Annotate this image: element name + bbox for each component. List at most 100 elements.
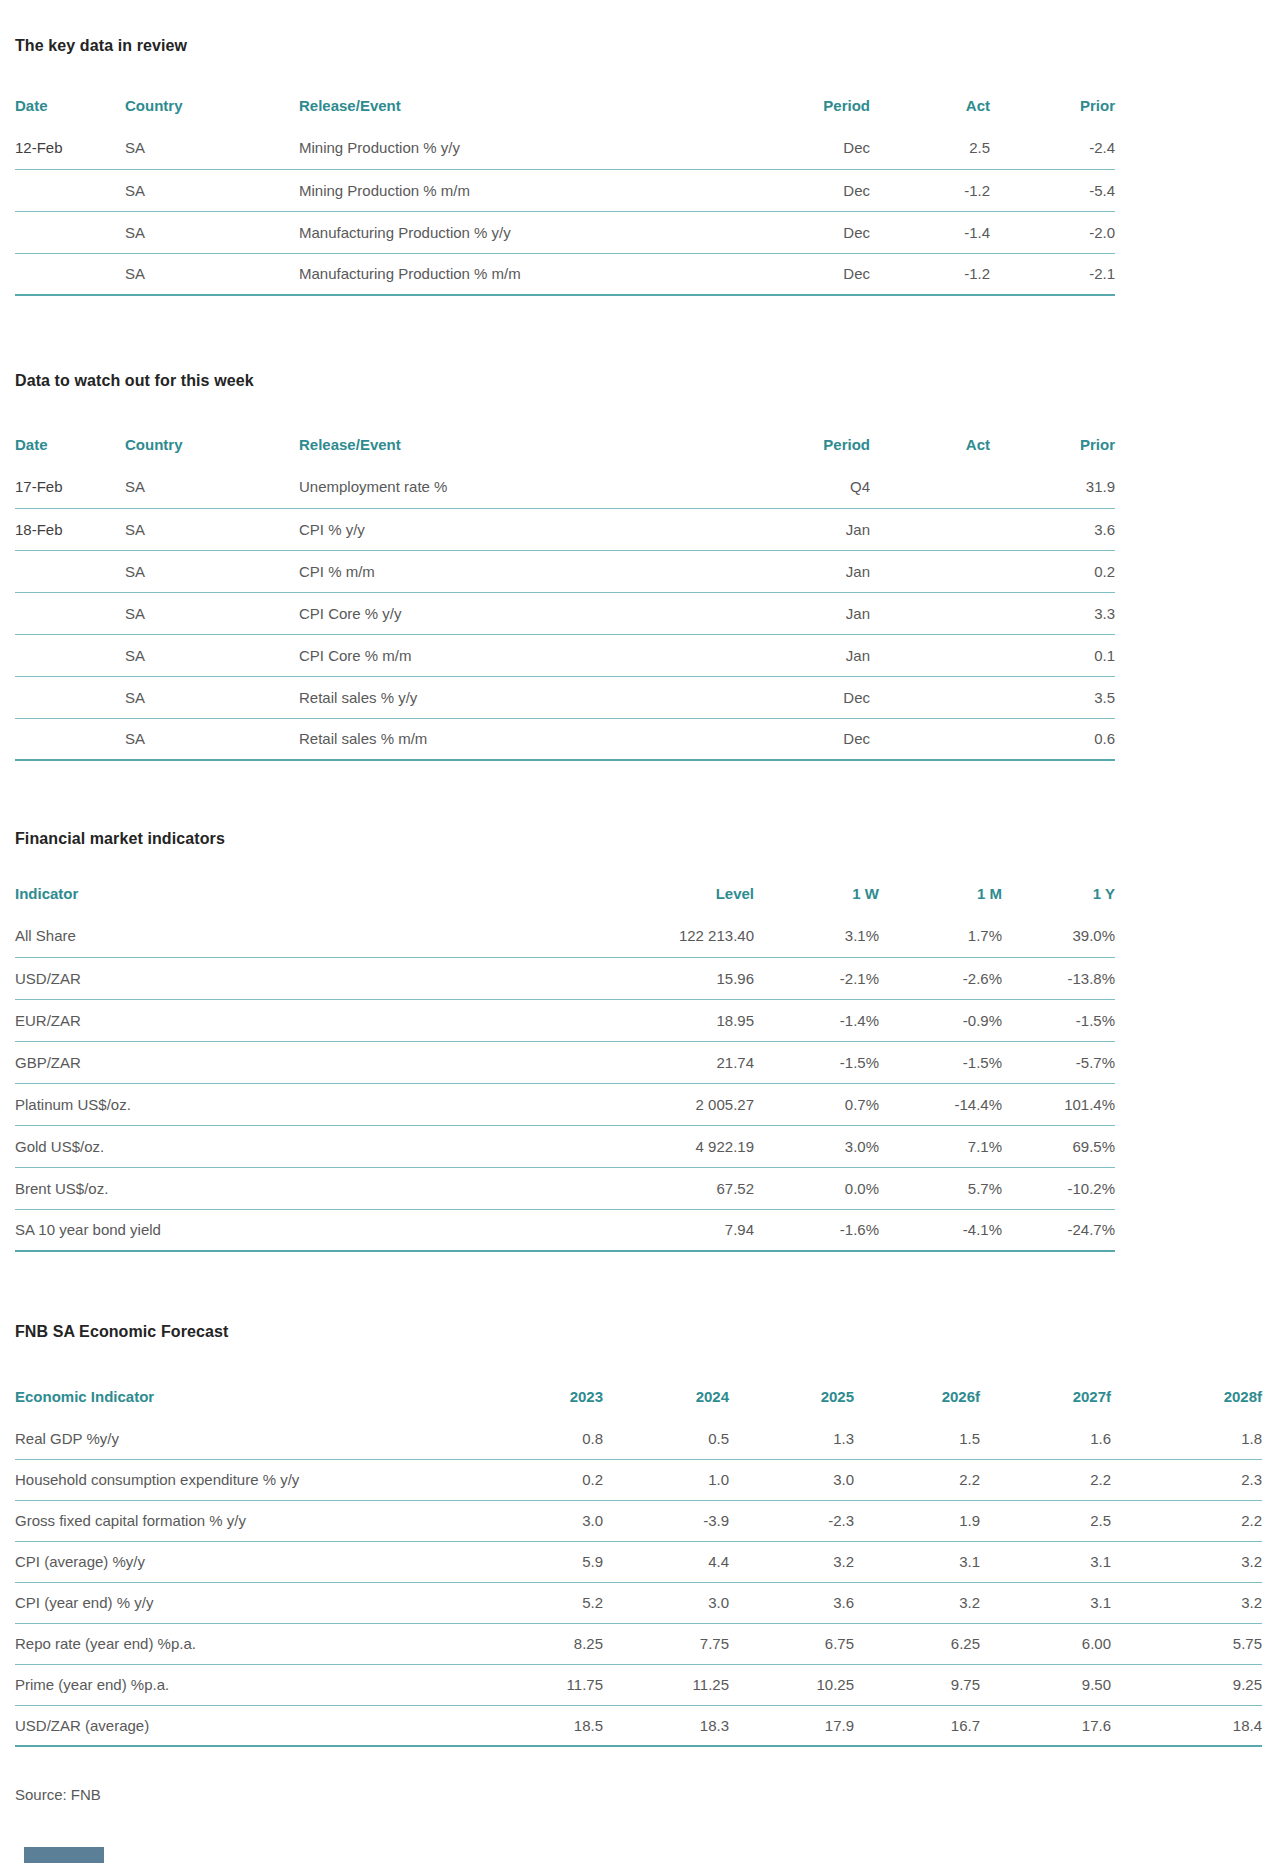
cell: All Share <box>15 915 635 957</box>
header-row: DateCountryRelease/EventPeriodActPrior <box>15 83 1115 127</box>
cell: -1.5% <box>879 1041 1002 1083</box>
cell: 3.0 <box>603 1582 729 1623</box>
cell: 3.1 <box>980 1582 1111 1623</box>
cell: 5.9 <box>455 1541 603 1582</box>
cell: 2.5 <box>870 127 990 169</box>
cell: -2.4 <box>990 127 1115 169</box>
column-header: 1 W <box>754 871 879 915</box>
column-header: Indicator <box>15 871 635 915</box>
cell: Dec <box>629 253 870 295</box>
cell: 18.4 <box>1111 1705 1262 1746</box>
cell: 9.25 <box>1111 1664 1262 1705</box>
cell: -13.8% <box>1002 957 1115 999</box>
cell: 2.5 <box>980 1500 1111 1541</box>
cell <box>15 592 125 634</box>
header-row: IndicatorLevel1 W1 M1 Y <box>15 871 1115 915</box>
cell: 1.9 <box>854 1500 980 1541</box>
cell: -5.4 <box>990 169 1115 211</box>
cell: SA <box>125 211 299 253</box>
cell: -2.0 <box>990 211 1115 253</box>
cell: 0.5 <box>603 1418 729 1459</box>
cell: SA <box>125 508 299 550</box>
cell: 3.2 <box>1111 1582 1262 1623</box>
column-header: 2024 <box>603 1374 729 1418</box>
table-row: SACPI % m/mJan0.2 <box>15 550 1115 592</box>
cell: -14.4% <box>879 1083 1002 1125</box>
cell <box>15 634 125 676</box>
cell: -0.9% <box>879 999 1002 1041</box>
cell: 69.5% <box>1002 1125 1115 1167</box>
key-data-table: DateCountryRelease/EventPeriodActPrior12… <box>15 83 1115 296</box>
cell: CPI % y/y <box>299 508 629 550</box>
cell: Prime (year end) %p.a. <box>15 1664 455 1705</box>
cell: SA <box>125 592 299 634</box>
table-row: GBP/ZAR21.74-1.5%-1.5%-5.7% <box>15 1041 1115 1083</box>
cell: 7.94 <box>635 1209 754 1251</box>
cell: 1.0 <box>603 1459 729 1500</box>
cell: 9.50 <box>980 1664 1111 1705</box>
cell: 3.6 <box>990 508 1115 550</box>
column-header: Date <box>15 422 125 466</box>
cell: 18.95 <box>635 999 754 1041</box>
cell <box>870 676 990 718</box>
table-row: SARetail sales % m/mDec0.6 <box>15 718 1115 760</box>
table-row: SACPI Core % m/mJan0.1 <box>15 634 1115 676</box>
cell: 8.25 <box>455 1623 603 1664</box>
section-title-watch: Data to watch out for this week <box>15 371 1280 390</box>
cell: CPI (average) %y/y <box>15 1541 455 1582</box>
cell: 9.75 <box>854 1664 980 1705</box>
table-row: SARetail sales % y/yDec3.5 <box>15 676 1115 718</box>
cell: 31.9 <box>990 466 1115 508</box>
table-row: USD/ZAR15.96-2.1%-2.6%-13.8% <box>15 957 1115 999</box>
cell: -3.9 <box>603 1500 729 1541</box>
column-header: 2027f <box>980 1374 1111 1418</box>
cell: 3.2 <box>854 1582 980 1623</box>
column-header: 2025 <box>729 1374 854 1418</box>
cell <box>15 550 125 592</box>
cell: Dec <box>629 127 870 169</box>
cell: SA <box>125 466 299 508</box>
cell: 17.6 <box>980 1705 1111 1746</box>
cell: Gross fixed capital formation % y/y <box>15 1500 455 1541</box>
cell: -10.2% <box>1002 1167 1115 1209</box>
table-row: SAManufacturing Production % y/yDec-1.4-… <box>15 211 1115 253</box>
column-header: Economic Indicator <box>15 1374 455 1418</box>
report-page: The key data in review DateCountryReleas… <box>0 0 1280 1863</box>
cell: -2.1% <box>754 957 879 999</box>
cell: 1.3 <box>729 1418 854 1459</box>
cell: CPI (year end) % y/y <box>15 1582 455 1623</box>
table-row: Platinum US$/oz.2 005.270.7%-14.4%101.4% <box>15 1083 1115 1125</box>
cell: 18.5 <box>455 1705 603 1746</box>
cell: SA 10 year bond yield <box>15 1209 635 1251</box>
cell: 16.7 <box>854 1705 980 1746</box>
cell: 0.7% <box>754 1083 879 1125</box>
cell: Dec <box>629 676 870 718</box>
forecast-table: Economic Indicator2023202420252026f2027f… <box>15 1374 1262 1747</box>
cell: Jan <box>629 592 870 634</box>
cell: Retail sales % y/y <box>299 676 629 718</box>
cell: Dec <box>629 169 870 211</box>
cell: Dec <box>629 718 870 760</box>
cell: Dec <box>629 211 870 253</box>
cell: -1.4 <box>870 211 990 253</box>
table-row: Gross fixed capital formation % y/y3.0-3… <box>15 1500 1262 1541</box>
column-header: 2023 <box>455 1374 603 1418</box>
cell: 7.1% <box>879 1125 1002 1167</box>
cell <box>15 676 125 718</box>
cell: Real GDP %y/y <box>15 1418 455 1459</box>
cell: 4.4 <box>603 1541 729 1582</box>
cell: 4 922.19 <box>635 1125 754 1167</box>
cell: 1.8 <box>1111 1418 1262 1459</box>
cell: SA <box>125 550 299 592</box>
cell: Manufacturing Production % m/m <box>299 253 629 295</box>
cell: -1.4% <box>754 999 879 1041</box>
header-row: Economic Indicator2023202420252026f2027f… <box>15 1374 1262 1418</box>
cell: 6.75 <box>729 1623 854 1664</box>
table-row: 12-FebSAMining Production % y/yDec2.5-2.… <box>15 127 1115 169</box>
cell: -2.6% <box>879 957 1002 999</box>
table-row: 18-FebSACPI % y/yJan3.6 <box>15 508 1115 550</box>
cell: 17-Feb <box>15 466 125 508</box>
cell: 3.0% <box>754 1125 879 1167</box>
cell: 3.2 <box>729 1541 854 1582</box>
column-header: 1 Y <box>1002 871 1115 915</box>
